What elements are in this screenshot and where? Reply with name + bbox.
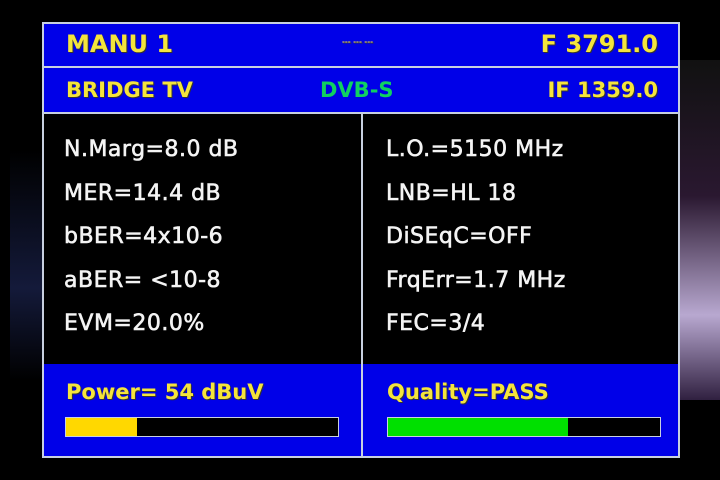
power-bar	[65, 417, 339, 437]
quality-bar	[387, 417, 661, 437]
signal-meter-panel: MANU 1 --- --- --- F 3791.0 BRIDGE TV DV…	[42, 22, 680, 458]
divider	[361, 114, 363, 456]
param-right-4: FEC=3/4	[386, 311, 486, 337]
power-bar-fill	[66, 418, 137, 436]
quality-label: Quality=PASS	[387, 380, 549, 404]
background-video-left	[10, 150, 42, 380]
header-row: MANU 1 --- --- --- F 3791.0	[44, 24, 678, 68]
power-label: Power= 54 dBuV	[66, 380, 264, 404]
param-right-1: LNB=HL 18	[386, 180, 517, 206]
quality-bar-fill	[388, 418, 568, 436]
frequency-label: F 3791.0	[540, 30, 658, 58]
param-right-2: DiSEqC=OFF	[386, 224, 533, 250]
center-marks: --- --- ---	[342, 38, 374, 46]
subheader-row: BRIDGE TV DVB-S IF 1359.0	[44, 68, 678, 114]
if-frequency: IF 1359.0	[547, 78, 658, 102]
param-left-1: MER=14.4 dB	[64, 180, 222, 206]
quality-section: Quality=PASS	[363, 364, 678, 456]
mode-label: MANU 1	[66, 30, 174, 58]
channel-name: BRIDGE TV	[66, 78, 193, 102]
standard-label: DVB-S	[320, 78, 394, 102]
param-left-4: EVM=20.0%	[64, 311, 205, 337]
param-left-0: N.Marg=8.0 dB	[64, 137, 239, 163]
background-video	[680, 60, 720, 400]
param-right-3: FrqErr=1.7 MHz	[386, 267, 566, 293]
power-section: Power= 54 dBuV	[44, 364, 361, 456]
param-left-2: bBER=4x10-6	[64, 224, 224, 250]
param-left-3: aBER= <10-8	[64, 267, 222, 293]
param-right-0: L.O.=5150 MHz	[386, 137, 564, 163]
